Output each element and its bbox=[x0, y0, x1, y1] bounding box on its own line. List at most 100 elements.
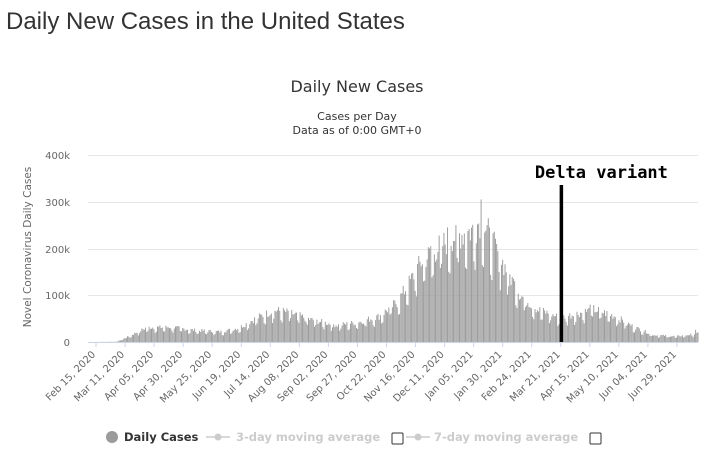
daily-cases-bar[interactable] bbox=[425, 267, 427, 342]
daily-cases-bar[interactable] bbox=[207, 332, 209, 342]
daily-cases-bar[interactable] bbox=[394, 300, 396, 342]
daily-cases-bar[interactable] bbox=[469, 240, 471, 342]
daily-cases-bar[interactable] bbox=[445, 254, 447, 342]
daily-cases-bar[interactable] bbox=[655, 335, 657, 342]
daily-cases-bar[interactable] bbox=[509, 274, 511, 342]
daily-cases-bar[interactable] bbox=[347, 330, 349, 342]
daily-cases-bar[interactable] bbox=[195, 332, 197, 342]
daily-cases-bar[interactable] bbox=[135, 333, 137, 342]
daily-cases-bar[interactable] bbox=[312, 320, 314, 342]
daily-cases-bar[interactable] bbox=[125, 337, 127, 342]
daily-cases-bar[interactable] bbox=[157, 326, 158, 343]
daily-cases-bar[interactable] bbox=[687, 335, 689, 342]
daily-cases-bar[interactable] bbox=[234, 328, 236, 342]
daily-cases-bar[interactable] bbox=[532, 316, 534, 342]
daily-cases-bar[interactable] bbox=[292, 314, 294, 342]
daily-cases-bar[interactable] bbox=[165, 325, 167, 342]
daily-cases-bar[interactable] bbox=[515, 305, 517, 342]
daily-cases-bar[interactable] bbox=[204, 333, 206, 342]
daily-cases-bar[interactable] bbox=[159, 325, 161, 342]
daily-cases-bar[interactable] bbox=[419, 261, 421, 342]
daily-cases-bar[interactable] bbox=[279, 310, 281, 342]
daily-cases-bar[interactable] bbox=[260, 314, 262, 342]
daily-cases-bar[interactable] bbox=[329, 324, 331, 342]
daily-cases-bar[interactable] bbox=[275, 311, 277, 342]
daily-cases-bar[interactable] bbox=[614, 317, 616, 342]
daily-cases-bar[interactable] bbox=[151, 328, 152, 342]
daily-cases-bar[interactable] bbox=[636, 327, 638, 342]
daily-cases-bar[interactable] bbox=[305, 322, 307, 342]
daily-cases-bar[interactable] bbox=[497, 251, 499, 342]
daily-cases-bar[interactable] bbox=[248, 328, 250, 342]
daily-cases-bar[interactable] bbox=[228, 328, 230, 342]
daily-cases-bar[interactable] bbox=[364, 325, 366, 342]
daily-cases-bar[interactable] bbox=[278, 306, 280, 342]
daily-cases-bar[interactable] bbox=[308, 317, 309, 342]
daily-cases-bar[interactable] bbox=[595, 311, 597, 342]
daily-cases-bar[interactable] bbox=[269, 315, 271, 342]
daily-cases-bar[interactable] bbox=[659, 337, 661, 342]
daily-cases-bar[interactable] bbox=[685, 335, 687, 342]
daily-cases-bar[interactable] bbox=[349, 323, 351, 342]
daily-cases-bar[interactable] bbox=[354, 324, 356, 342]
daily-cases-bar[interactable] bbox=[631, 324, 633, 342]
daily-cases-bar[interactable] bbox=[526, 305, 528, 342]
daily-cases-bar[interactable] bbox=[671, 336, 673, 342]
daily-cases-bar[interactable] bbox=[654, 335, 656, 342]
daily-cases-bar[interactable] bbox=[244, 327, 246, 342]
daily-cases-bar[interactable] bbox=[430, 246, 432, 342]
daily-cases-bar[interactable] bbox=[353, 325, 355, 342]
daily-cases-bar[interactable] bbox=[569, 313, 571, 342]
daily-cases-bar[interactable] bbox=[516, 308, 518, 342]
daily-cases-bar[interactable] bbox=[379, 315, 381, 342]
daily-cases-bar[interactable] bbox=[674, 337, 676, 342]
daily-cases-bar[interactable] bbox=[226, 330, 228, 342]
daily-cases-bar[interactable] bbox=[686, 335, 688, 342]
daily-cases-bar[interactable] bbox=[571, 315, 573, 342]
daily-cases-bar[interactable] bbox=[397, 314, 399, 342]
daily-cases-bar[interactable] bbox=[517, 293, 519, 342]
daily-cases-bar[interactable] bbox=[263, 323, 265, 342]
daily-cases-bar[interactable] bbox=[323, 329, 325, 342]
daily-cases-bar[interactable] bbox=[536, 310, 538, 342]
daily-cases-bar[interactable] bbox=[218, 330, 220, 342]
daily-cases-bar[interactable] bbox=[147, 330, 149, 342]
daily-cases-bar[interactable] bbox=[198, 330, 200, 342]
daily-cases-bar[interactable] bbox=[542, 307, 544, 342]
daily-cases-bar[interactable] bbox=[485, 230, 487, 342]
daily-cases-bar[interactable] bbox=[306, 324, 308, 342]
daily-cases-bar[interactable] bbox=[415, 296, 417, 342]
daily-cases-bar[interactable] bbox=[236, 330, 238, 342]
daily-cases-bar[interactable] bbox=[303, 317, 305, 342]
daily-cases-bar[interactable] bbox=[616, 326, 617, 342]
daily-cases-bar[interactable] bbox=[477, 224, 478, 342]
daily-cases-bar[interactable] bbox=[572, 316, 574, 342]
daily-cases-bar[interactable] bbox=[256, 323, 258, 342]
daily-cases-bar[interactable] bbox=[690, 333, 692, 342]
daily-cases-bar[interactable] bbox=[528, 307, 530, 342]
daily-cases-bar[interactable] bbox=[203, 329, 205, 342]
daily-cases-bar[interactable] bbox=[137, 335, 139, 342]
daily-cases-bar[interactable] bbox=[257, 318, 259, 342]
daily-cases-bar[interactable] bbox=[212, 332, 214, 342]
daily-cases-bar[interactable] bbox=[672, 336, 674, 342]
daily-cases-bar[interactable] bbox=[219, 332, 221, 342]
daily-cases-bar[interactable] bbox=[484, 232, 486, 343]
daily-cases-bar[interactable] bbox=[164, 331, 166, 342]
daily-cases-bar[interactable] bbox=[605, 316, 607, 342]
daily-cases-bar[interactable] bbox=[611, 314, 613, 342]
daily-cases-bar[interactable] bbox=[239, 332, 241, 342]
daily-cases-bar[interactable] bbox=[510, 285, 512, 342]
daily-cases-bar[interactable] bbox=[624, 328, 626, 342]
daily-cases-bar[interactable] bbox=[267, 316, 269, 342]
daily-cases-bar[interactable] bbox=[192, 330, 194, 342]
daily-cases-bar[interactable] bbox=[332, 327, 333, 342]
daily-cases-bar[interactable] bbox=[272, 322, 274, 342]
daily-cases-bar[interactable] bbox=[427, 247, 429, 342]
daily-cases-bar[interactable] bbox=[209, 329, 211, 342]
daily-cases-bar[interactable] bbox=[264, 324, 266, 342]
daily-cases-bar[interactable] bbox=[471, 227, 472, 342]
daily-cases-bar[interactable] bbox=[262, 317, 264, 342]
daily-cases-bar[interactable] bbox=[622, 319, 623, 342]
daily-cases-bar[interactable] bbox=[311, 318, 313, 342]
